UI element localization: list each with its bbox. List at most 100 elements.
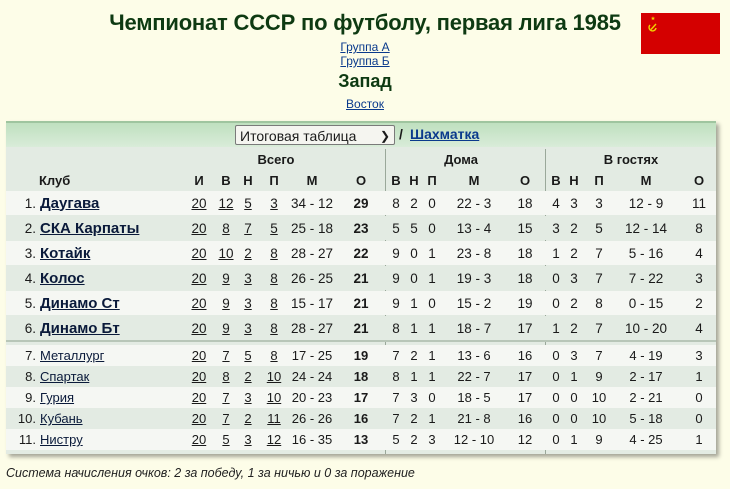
away-ap-cell: 8 <box>695 220 703 236</box>
home-hd-cell: 5 <box>410 220 418 236</box>
total-g-cell[interactable]: 20 <box>191 369 207 384</box>
total-d-cell[interactable]: 5 <box>244 195 252 211</box>
total-g-cell[interactable]: 20 <box>191 195 207 211</box>
total-g-cell[interactable]: 20 <box>191 295 207 311</box>
total-w-cell[interactable]: 9 <box>222 320 230 336</box>
total-g-cell[interactable]: 20 <box>191 432 207 447</box>
total-w-cell[interactable]: 5 <box>222 432 230 447</box>
club-link[interactable]: Котайк <box>40 244 91 262</box>
home-hp-cell: 17 <box>517 369 533 384</box>
total-p-cell: 18 <box>353 369 369 384</box>
club-link[interactable]: Металлург <box>40 348 105 363</box>
away-aw-cell: 0 <box>552 295 560 311</box>
total-l-cell[interactable]: 8 <box>270 320 278 336</box>
home-hm-cell: 12 - 10 <box>453 432 495 447</box>
total-w-cell[interactable]: 12 <box>218 195 234 211</box>
total-w-cell[interactable]: 9 <box>222 270 230 286</box>
table-row: 6. Динамо Бт 20 9 3 8 28 - 27 21 8 1 1 18 - 7 17 1 2 7 1… <box>6 316 716 340</box>
home-hm-cell: 22 - 7 <box>457 369 491 384</box>
total-d-cell[interactable]: 5 <box>244 348 252 363</box>
club-link[interactable]: СКА Карпаты <box>40 219 140 237</box>
home-hm-cell: 19 - 3 <box>456 270 492 286</box>
total-d-cell[interactable]: 7 <box>244 220 252 236</box>
home-hl-cell: 1 <box>428 270 436 286</box>
position-cell: 10. <box>17 411 36 426</box>
total-w-cell[interactable]: 10 <box>218 245 234 261</box>
club-link[interactable]: Гурия <box>40 390 75 405</box>
home-hp-cell: 18 <box>517 270 533 286</box>
total-m-cell: 26 - 25 <box>290 270 334 286</box>
east-zone-link[interactable]: Восток <box>346 97 384 111</box>
total-l-cell[interactable]: 10 <box>266 390 282 405</box>
total-d-cell[interactable]: 2 <box>244 369 252 384</box>
total-d-cell[interactable]: 2 <box>244 245 252 261</box>
club-link[interactable]: Колос <box>40 269 85 287</box>
total-l-cell[interactable]: 12 <box>266 432 282 447</box>
away-am-cell: 5 - 16 <box>628 245 664 261</box>
page-title: Чемпионат СССР по футболу, первая лига 1… <box>109 10 621 35</box>
total-g-cell[interactable]: 20 <box>191 270 207 286</box>
table-row: 2. СКА Карпаты 20 8 7 5 25 - 18 23 5 5 0 13 - 4 15 3 2… <box>6 216 716 240</box>
total-g-cell[interactable]: 20 <box>191 390 207 405</box>
home-hp-cell: 15 <box>517 220 533 236</box>
total-l-cell[interactable]: 11 <box>267 411 281 426</box>
home-col-0: В <box>391 173 401 188</box>
total-l-cell[interactable]: 8 <box>270 295 278 311</box>
total-m-cell: 26 - 26 <box>291 411 333 426</box>
total-g-cell[interactable]: 20 <box>191 320 207 336</box>
home-hw-cell: 5 <box>392 432 400 447</box>
club-link[interactable]: Нистру <box>40 432 83 447</box>
group-b-link[interactable]: Группа Б <box>340 54 390 68</box>
total-l-cell[interactable]: 5 <box>270 220 278 236</box>
chess-table-link[interactable]: Шахматка <box>410 126 480 142</box>
group-a-link[interactable]: Группа А <box>340 40 390 54</box>
away-col-4: О <box>693 173 705 188</box>
total-d-cell[interactable]: 3 <box>244 432 252 447</box>
total-l-cell[interactable]: 8 <box>270 245 278 261</box>
club-link[interactable]: Кубань <box>40 411 83 426</box>
home-hw-cell: 8 <box>392 320 400 336</box>
away-am-cell: 10 - 20 <box>624 320 668 336</box>
home-hm-cell: 13 - 6 <box>457 348 491 363</box>
home-hw-cell: 7 <box>392 390 400 405</box>
club-link[interactable]: Динамо Бт <box>40 319 120 337</box>
total-w-cell[interactable]: 7 <box>222 390 230 405</box>
total-l-cell[interactable]: 8 <box>270 348 278 363</box>
ussr-flag-icon <box>641 13 720 54</box>
home-hm-cell: 21 - 8 <box>457 411 491 426</box>
total-g-cell[interactable]: 20 <box>191 220 207 236</box>
table-row: 11. Нистру 20 5 3 12 16 - 35 13 5 2 3 12 - 10 12 0 1 9 4… <box>6 429 716 450</box>
total-w-cell[interactable]: 8 <box>222 220 230 236</box>
club-link[interactable]: Спартак <box>40 369 90 384</box>
total-d-cell[interactable]: 3 <box>244 270 252 286</box>
total-d-cell[interactable]: 3 <box>244 390 252 405</box>
total-l-cell[interactable]: 10 <box>266 369 282 384</box>
total-d-cell[interactable]: 3 <box>244 295 252 311</box>
club-link[interactable]: Даугава <box>40 194 100 212</box>
total-m-cell: 28 - 27 <box>290 320 334 336</box>
home-hl-cell: 1 <box>428 348 436 363</box>
total-w-cell[interactable]: 8 <box>222 369 230 384</box>
table-row: 5. Динамо Ст 20 9 3 8 15 - 17 21 9 1 0 15 - 2 19 0 2 8 0… <box>6 291 716 315</box>
total-l-cell[interactable]: 3 <box>270 195 278 211</box>
home-hp-cell: 17 <box>517 390 533 405</box>
total-l-cell[interactable]: 8 <box>270 270 278 286</box>
home-hd-cell: 1 <box>410 320 418 336</box>
home-hm-cell: 15 - 2 <box>456 295 492 311</box>
home-hd-cell: 2 <box>410 411 418 426</box>
position-cell: 1. <box>24 195 36 211</box>
away-am-cell: 0 - 15 <box>628 295 664 311</box>
table-row: 4. Колос 20 9 3 8 26 - 25 21 9 0 1 19 - 3 18 0 3 7 7 - 2… <box>6 266 716 290</box>
total-w-cell[interactable]: 7 <box>222 411 230 426</box>
table-view-select[interactable]: Итоговая таблица ❯ <box>235 125 395 145</box>
total-d-cell[interactable]: 2 <box>244 411 252 426</box>
club-link[interactable]: Динамо Ст <box>40 294 120 312</box>
total-g-cell[interactable]: 20 <box>191 245 207 261</box>
total-d-cell[interactable]: 3 <box>244 320 252 336</box>
total-g-cell[interactable]: 20 <box>191 411 207 426</box>
home-col-2: П <box>427 173 437 188</box>
column-header-club: Клуб <box>39 173 71 188</box>
total-w-cell[interactable]: 9 <box>222 295 230 311</box>
total-w-cell[interactable]: 7 <box>222 348 230 363</box>
total-g-cell[interactable]: 20 <box>191 348 207 363</box>
